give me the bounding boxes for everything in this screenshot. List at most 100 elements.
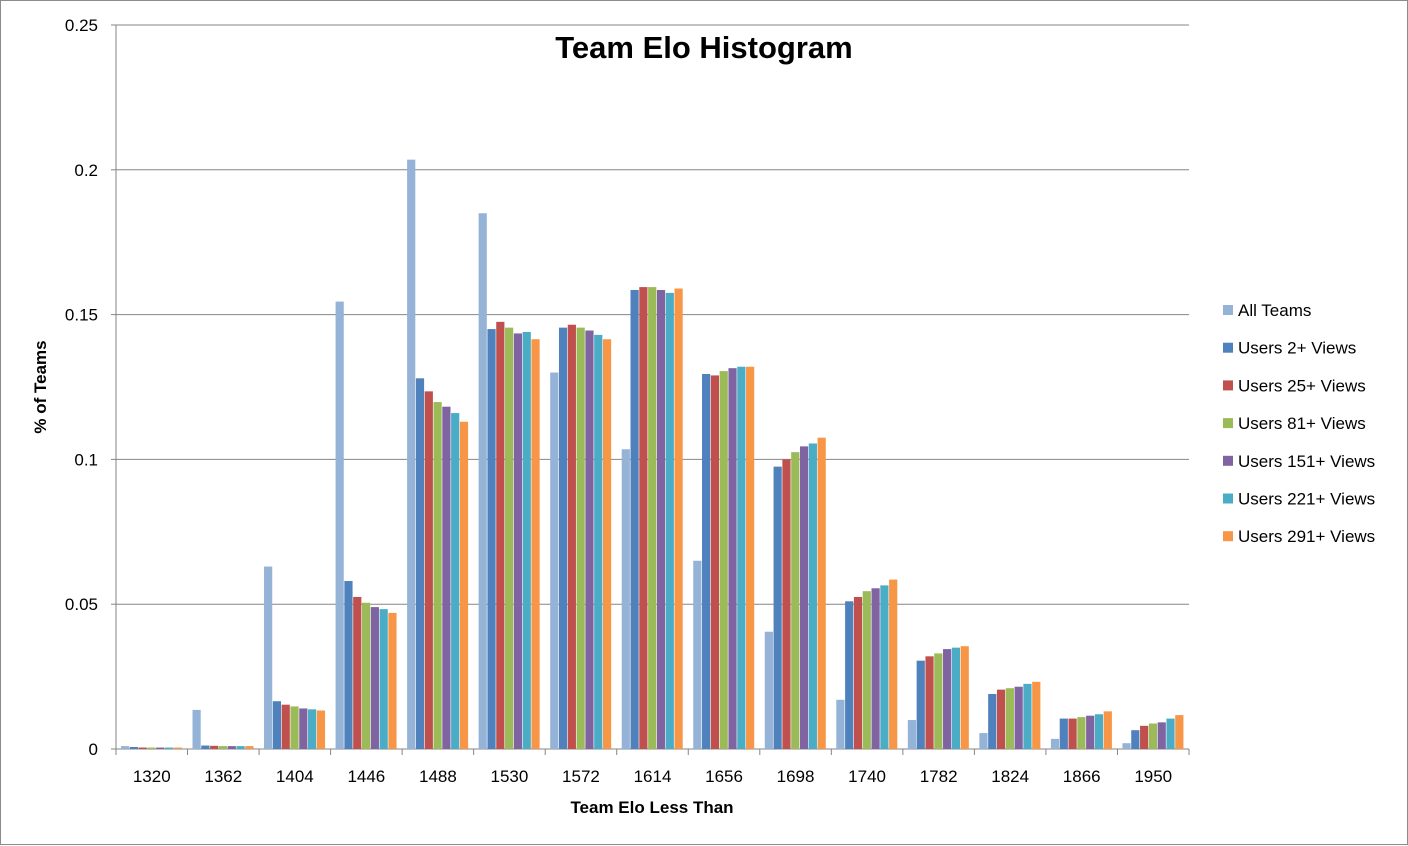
bar: [290, 706, 299, 749]
bar: [746, 366, 755, 749]
bar: [594, 334, 603, 749]
bar: [1023, 683, 1032, 749]
bar: [459, 421, 469, 749]
x-tick-label: 1698: [777, 767, 815, 786]
bar: [478, 213, 487, 750]
bar: [630, 289, 639, 749]
bar: [665, 292, 674, 749]
bar: [979, 733, 988, 749]
bar: [272, 701, 282, 749]
bar: [880, 585, 889, 749]
bar: [1059, 718, 1068, 749]
bar: [245, 746, 254, 749]
legend-label: Users 151+ Views: [1238, 452, 1375, 471]
y-tick-labels: 0 0.05 0.1 0.15 0.2 0.25: [65, 16, 98, 759]
bar: [173, 747, 182, 749]
bar: [1122, 743, 1131, 749]
bar: [1094, 714, 1104, 749]
bar: [531, 339, 540, 749]
bar: [370, 607, 379, 749]
x-tick-label: 1362: [204, 767, 242, 786]
bar: [1103, 711, 1112, 749]
x-tick-label: 1950: [1134, 767, 1172, 786]
bar: [1175, 715, 1184, 749]
x-tick-label: 1656: [705, 767, 743, 786]
x-tick-label: 1320: [133, 767, 171, 786]
y-tick-label: 0.25: [65, 16, 98, 35]
bar: [1050, 738, 1060, 749]
bar: [728, 368, 737, 749]
bar: [120, 746, 130, 749]
x-tick-label: 1446: [347, 767, 385, 786]
bar: [361, 602, 371, 749]
bars: [120, 159, 1184, 750]
legend-swatch: [1223, 455, 1233, 466]
bar: [407, 159, 416, 749]
bar: [388, 612, 397, 749]
x-tick-label: 1614: [634, 767, 672, 786]
legend-label: Users 2+ Views: [1238, 339, 1356, 358]
bar: [522, 331, 531, 749]
bar: [602, 339, 612, 749]
legend-swatch: [1223, 493, 1233, 504]
bar: [1032, 681, 1041, 749]
bar: [674, 288, 683, 749]
bar: [558, 327, 568, 749]
bar: [648, 287, 657, 749]
legend-swatch: [1223, 380, 1233, 391]
bar: [344, 581, 353, 749]
y-tick-label: 0.2: [74, 161, 98, 180]
bar: [1077, 717, 1086, 749]
bar: [773, 466, 782, 749]
x-axis-title: Team Elo Less Than: [570, 798, 733, 817]
x-tick-label: 1866: [1063, 767, 1101, 786]
bar: [808, 443, 817, 749]
y-tick-label: 0.05: [65, 595, 98, 614]
bar: [379, 609, 388, 749]
bar: [988, 693, 997, 749]
x-tick-label: 1782: [920, 767, 958, 786]
bar: [621, 449, 630, 749]
bar: [451, 413, 460, 749]
x-tick-label: 1488: [419, 767, 457, 786]
bar: [227, 746, 236, 749]
bar: [1131, 730, 1140, 749]
y-tick-label: 0.15: [65, 306, 98, 325]
bar: [138, 747, 147, 749]
bar: [951, 647, 961, 749]
bar: [424, 391, 433, 749]
legend-swatch: [1223, 305, 1233, 315]
bar: [791, 452, 800, 749]
legend-swatch: [1223, 418, 1233, 429]
bar: [192, 709, 201, 749]
y-tick-label: 0.1: [74, 450, 98, 469]
bar: [710, 375, 720, 749]
bar: [702, 373, 711, 749]
x-tick-labels: 1320 1362 1404 1446 1488 1530 1572 1614 1656 1698…: [133, 767, 1172, 786]
bar: [1157, 722, 1166, 749]
bar: [871, 588, 880, 749]
bar: [585, 330, 594, 749]
bar: [129, 746, 138, 749]
bar: [496, 321, 505, 749]
x-tick-label: 1824: [991, 767, 1029, 786]
bar: [925, 656, 934, 749]
bar: [487, 329, 496, 749]
bar: [415, 378, 425, 749]
bar: [316, 710, 326, 749]
legend-label: Users 25+ Views: [1238, 376, 1366, 395]
bar: [943, 649, 952, 749]
bar: [934, 653, 943, 749]
bar: [960, 646, 969, 749]
bar: [442, 406, 451, 749]
legend-swatch: [1223, 531, 1233, 542]
bar: [147, 747, 156, 749]
bar: [907, 720, 917, 749]
bar: [764, 631, 773, 749]
bar: [782, 459, 791, 749]
bar: [817, 437, 826, 749]
bar: [853, 596, 863, 749]
x-tick-label: 1740: [848, 767, 886, 786]
